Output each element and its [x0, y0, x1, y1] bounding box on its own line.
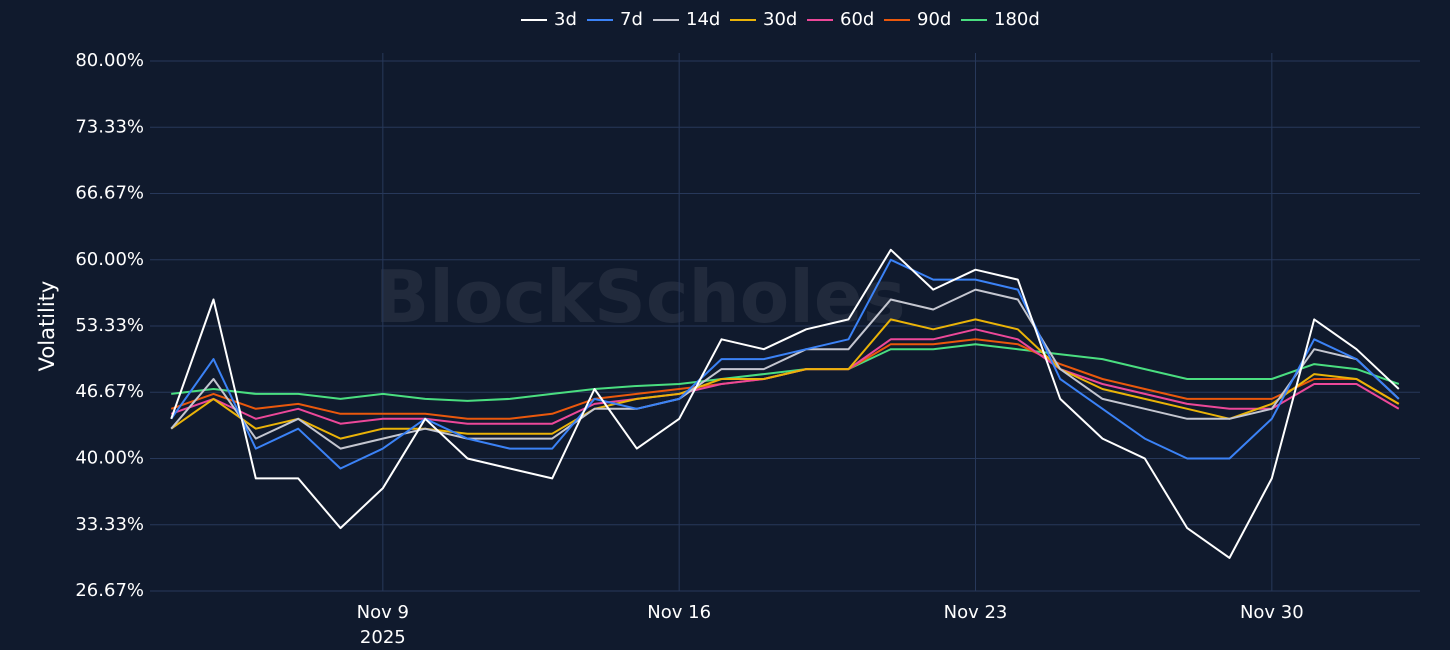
y-tick-label: 40.00%	[75, 448, 144, 469]
y-tick-label: 33.33%	[75, 514, 144, 535]
watermark: BlockScholes	[374, 255, 905, 339]
series-line	[170, 258, 1400, 470]
y-tick-label: 46.67%	[75, 381, 144, 402]
series-line	[170, 318, 1400, 440]
series-line	[170, 288, 1400, 450]
y-tick-label: 53.33%	[75, 315, 144, 336]
y-tick-label: 73.33%	[75, 116, 144, 137]
y-tick-label: 26.67%	[75, 580, 144, 601]
x-tick-label: Nov 16	[647, 602, 711, 623]
legend-label: 30d	[763, 9, 797, 30]
y-axis-label: Volatility	[35, 281, 59, 372]
x-tick-label: Nov 30	[1240, 602, 1304, 623]
legend-label: 180d	[994, 9, 1040, 30]
legend-label: 3d	[554, 9, 577, 30]
y-tick-label: 60.00%	[75, 249, 144, 270]
series-line	[170, 328, 1400, 425]
series-line	[170, 248, 1400, 559]
legend-label: 90d	[917, 9, 951, 30]
x-tick-label: Nov 23	[944, 602, 1008, 623]
y-tick-label: 66.67%	[75, 182, 144, 203]
legend-label: 60d	[840, 9, 874, 30]
x-tick-label: Nov 9	[357, 602, 409, 623]
legend-label: 7d	[620, 9, 643, 30]
y-tick-label: 80.00%	[75, 50, 144, 71]
series-line	[171, 343, 1400, 402]
legend-label: 14d	[686, 9, 720, 30]
x-year-label: 2025	[360, 627, 406, 648]
